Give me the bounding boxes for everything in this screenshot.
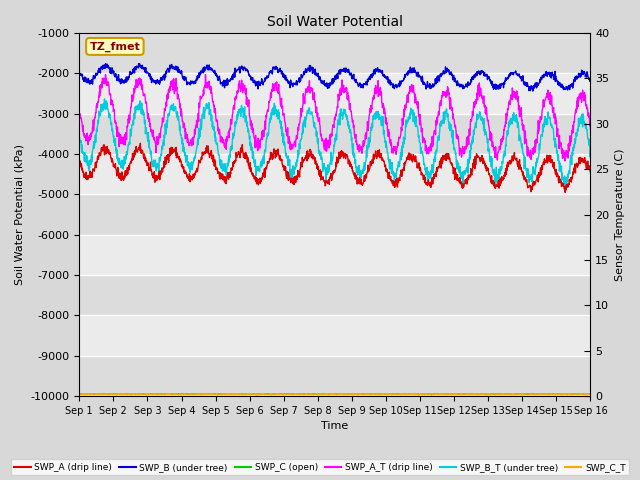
SWP_C (open) xyxy=(292,391,300,397)
SWP_B_T (under tree) xyxy=(136,98,144,104)
SWP_B_T (under tree) xyxy=(561,182,569,188)
SWP_B_T (under tree) xyxy=(115,161,123,167)
SWP_A_T (drip line) xyxy=(102,72,109,77)
SWP_C (open) xyxy=(484,392,492,397)
SWP_B_T (under tree) xyxy=(587,148,595,154)
Bar xyxy=(79,114,591,154)
Line: SWP_A (drip line): SWP_A (drip line) xyxy=(79,143,591,192)
SWP_A (drip line) xyxy=(115,172,123,178)
SWP_B (under tree) xyxy=(136,62,144,68)
SWP_A_T (drip line) xyxy=(303,89,311,95)
SWP_A_T (drip line) xyxy=(136,76,144,82)
SWP_B_T (under tree) xyxy=(303,109,311,115)
Bar xyxy=(79,154,591,194)
SWP_B_T (under tree) xyxy=(292,164,300,169)
Title: Soil Water Potential: Soil Water Potential xyxy=(267,15,403,29)
Bar xyxy=(79,356,591,396)
SWP_A (drip line) xyxy=(292,174,300,180)
SWP_B (under tree) xyxy=(115,77,123,83)
SWP_C (open) xyxy=(367,391,374,397)
SWP_A (drip line) xyxy=(312,162,320,168)
SWP_B (under tree) xyxy=(587,78,595,84)
SWP_C (open) xyxy=(136,391,143,397)
SWP_B (under tree) xyxy=(303,68,311,73)
Y-axis label: Sensor Temperature (C): Sensor Temperature (C) xyxy=(615,148,625,281)
SWP_A_T (drip line) xyxy=(367,109,374,115)
SWP_C (open) xyxy=(76,392,83,397)
SWP_A_T (drip line) xyxy=(76,110,83,116)
SWP_C (open) xyxy=(319,391,327,396)
Line: SWP_B (under tree): SWP_B (under tree) xyxy=(79,64,591,91)
SWP_A_T (drip line) xyxy=(587,127,595,132)
SWP_A (drip line) xyxy=(367,159,374,165)
SWP_C (open) xyxy=(312,391,320,397)
SWP_C_T xyxy=(303,391,310,397)
SWP_C (open) xyxy=(587,392,595,397)
Y-axis label: Soil Water Potential (kPa): Soil Water Potential (kPa) xyxy=(15,144,25,285)
Bar xyxy=(79,315,591,356)
Bar xyxy=(79,33,591,73)
SWP_B (under tree) xyxy=(312,72,320,78)
Bar xyxy=(79,275,591,315)
SWP_A (drip line) xyxy=(136,143,143,149)
Bar xyxy=(79,235,591,275)
SWP_C_T xyxy=(115,391,123,397)
SWP_C_T xyxy=(136,392,143,398)
SWP_A (drip line) xyxy=(587,170,595,176)
SWP_A (drip line) xyxy=(76,158,83,164)
SWP_C (open) xyxy=(115,391,123,397)
Line: SWP_B_T (under tree): SWP_B_T (under tree) xyxy=(79,99,591,185)
SWP_C_T xyxy=(292,391,300,397)
SWP_B (under tree) xyxy=(367,72,374,78)
SWP_A_T (drip line) xyxy=(292,133,300,139)
SWP_B_T (under tree) xyxy=(100,96,108,102)
SWP_C_T xyxy=(314,392,322,398)
Legend: SWP_A (drip line), SWP_B (under tree), SWP_C (open), SWP_A_T (drip line), SWP_B_: SWP_A (drip line), SWP_B (under tree), S… xyxy=(11,459,629,476)
SWP_C_T xyxy=(367,391,374,397)
SWP_A (drip line) xyxy=(136,140,144,146)
SWP_B (under tree) xyxy=(76,68,83,74)
SWP_B (under tree) xyxy=(135,61,143,67)
SWP_A_T (drip line) xyxy=(561,158,569,164)
SWP_C_T xyxy=(587,391,595,397)
SWP_C_T xyxy=(76,391,83,396)
SWP_B (under tree) xyxy=(529,88,537,94)
Line: SWP_C (open): SWP_C (open) xyxy=(79,394,591,395)
Bar xyxy=(79,194,591,235)
X-axis label: Time: Time xyxy=(321,421,349,432)
SWP_A (drip line) xyxy=(303,158,311,164)
Line: SWP_A_T (drip line): SWP_A_T (drip line) xyxy=(79,74,591,161)
Text: TZ_fmet: TZ_fmet xyxy=(90,41,140,51)
SWP_C_T xyxy=(312,391,320,397)
SWP_B_T (under tree) xyxy=(367,132,374,137)
SWP_B_T (under tree) xyxy=(312,133,320,139)
SWP_A (drip line) xyxy=(561,190,569,195)
SWP_C_T xyxy=(330,391,338,396)
SWP_A_T (drip line) xyxy=(312,107,320,113)
Bar xyxy=(79,73,591,114)
SWP_B_T (under tree) xyxy=(76,134,83,140)
SWP_A_T (drip line) xyxy=(115,144,123,149)
Line: SWP_C_T: SWP_C_T xyxy=(79,394,591,395)
SWP_B (under tree) xyxy=(292,78,300,84)
SWP_C (open) xyxy=(303,391,310,397)
